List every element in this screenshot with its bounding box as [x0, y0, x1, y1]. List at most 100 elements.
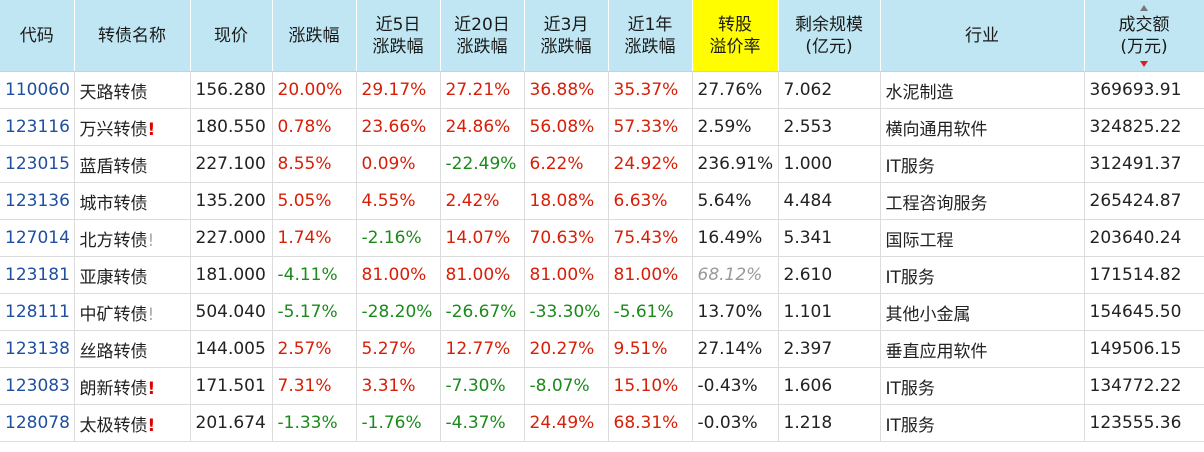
- cell-chg: 1.74%: [272, 219, 357, 257]
- column-header-industry[interactable]: 行业: [880, 0, 1085, 72]
- cell-turnover: 265424.87: [1084, 182, 1204, 220]
- bond-name-cell[interactable]: 朗新转债!: [74, 367, 191, 405]
- cell-chg5: 81.00%: [356, 256, 441, 294]
- cell-premium: 13.70%: [692, 293, 779, 331]
- table-row[interactable]: 123015 蓝盾转债 227.100 8.55% 0.09% -22.49% 6.22% 2…: [0, 145, 1204, 183]
- column-header-chg[interactable]: 涨跌幅: [272, 0, 357, 72]
- cell-premium: -0.03%: [692, 404, 779, 442]
- bond-name[interactable]: 天路转债: [79, 82, 148, 103]
- cell-industry: 其他小金属: [880, 293, 1085, 331]
- cell-industry: IT服务: [880, 256, 1085, 294]
- cell-chg1y: -5.61%: [608, 293, 693, 331]
- bond-name-cell[interactable]: 太极转债!: [74, 404, 191, 442]
- cell-scale: 7.062: [778, 71, 881, 109]
- bond-code-link[interactable]: 123015: [0, 145, 75, 183]
- bond-name-cell[interactable]: 亚康转债: [74, 256, 191, 294]
- bond-code-link[interactable]: 128111: [0, 293, 75, 331]
- column-header-label: 近1年: [627, 14, 673, 35]
- bond-name[interactable]: 中矿转债: [79, 304, 148, 325]
- cell-chg: 0.78%: [272, 108, 357, 146]
- bond-name[interactable]: 太极转债: [79, 415, 148, 436]
- cell-scale: 1.606: [778, 367, 881, 405]
- cell-premium: 27.14%: [692, 330, 779, 368]
- column-header-label: 涨跌幅: [624, 36, 676, 57]
- cell-turnover: 312491.37: [1084, 145, 1204, 183]
- cell-chg5: 4.55%: [356, 182, 441, 220]
- warning-flag-icon: !: [147, 230, 155, 251]
- bond-code-link[interactable]: 123136: [0, 182, 75, 220]
- bond-name[interactable]: 城市转债: [79, 193, 148, 214]
- sort-descending-icon[interactable]: [1140, 61, 1148, 67]
- cell-industry: 垂直应用软件: [880, 330, 1085, 368]
- cell-turnover: 203640.24: [1084, 219, 1204, 257]
- cell-chg5: 5.27%: [356, 330, 441, 368]
- bond-code-link[interactable]: 123138: [0, 330, 75, 368]
- cell-scale: 1.218: [778, 404, 881, 442]
- table-row[interactable]: 123138 丝路转债 144.005 2.57% 5.27% 12.77% 20.27% 9…: [0, 330, 1204, 368]
- cell-price: 504.040: [190, 293, 273, 331]
- table-row[interactable]: 127014 北方转债! 227.000 1.74% -2.16% 14.07% 70.63…: [0, 219, 1204, 257]
- sort-ascending-icon[interactable]: [1140, 5, 1148, 11]
- column-header-scale[interactable]: 剩余规模 (亿元): [778, 0, 881, 72]
- column-header-premium[interactable]: 转股 溢价率: [692, 0, 779, 72]
- bond-code-link[interactable]: 128078: [0, 404, 75, 442]
- bond-name-cell[interactable]: 万兴转债!: [74, 108, 191, 146]
- bond-name[interactable]: 蓝盾转债: [79, 156, 148, 177]
- column-header-label: 成交额: [1118, 14, 1170, 35]
- column-header-label: 溢价率: [709, 36, 761, 57]
- cell-price: 227.100: [190, 145, 273, 183]
- cell-chg1y: 6.63%: [608, 182, 693, 220]
- cell-chg1y: 15.10%: [608, 367, 693, 405]
- bond-name[interactable]: 丝路转债: [79, 341, 148, 362]
- cell-chg20: 27.21%: [440, 71, 525, 109]
- bond-name-cell[interactable]: 天路转债: [74, 71, 191, 109]
- bond-name-cell[interactable]: 北方转债!: [74, 219, 191, 257]
- bond-code-link[interactable]: 123181: [0, 256, 75, 294]
- cell-chg20: 81.00%: [440, 256, 525, 294]
- column-header-turnover[interactable]: 成交额 (万元): [1084, 0, 1204, 72]
- bond-code-link[interactable]: 127014: [0, 219, 75, 257]
- cell-chg1y: 9.51%: [608, 330, 693, 368]
- column-header-label: 涨跌幅: [288, 25, 340, 46]
- bond-name-cell[interactable]: 城市转债: [74, 182, 191, 220]
- cell-chg5: -28.20%: [356, 293, 441, 331]
- column-header-label: 近5日: [375, 14, 421, 35]
- cell-scale: 1.000: [778, 145, 881, 183]
- table-row[interactable]: 110060 天路转债 156.280 20.00% 29.17% 27.21% 36.88…: [0, 71, 1204, 109]
- cell-industry: 水泥制造: [880, 71, 1085, 109]
- cell-chg3m: -33.30%: [524, 293, 609, 331]
- column-header-price[interactable]: 现价: [190, 0, 273, 72]
- table-row[interactable]: 123136 城市转债 135.200 5.05% 4.55% 2.42% 18.08% 6.…: [0, 182, 1204, 220]
- column-header-chg1y[interactable]: 近1年 涨跌幅: [608, 0, 693, 72]
- cell-chg: 20.00%: [272, 71, 357, 109]
- column-header-name[interactable]: 转债名称: [74, 0, 191, 72]
- convertible-bond-table: 代码 转债名称 现价 涨跌幅 近5日 涨跌幅 近20日 涨跌幅 近3月 涨跌幅 近1年 涨跌幅 转股 溢价…: [0, 0, 1204, 442]
- bond-code-link[interactable]: 110060: [0, 71, 75, 109]
- bond-name[interactable]: 北方转债: [79, 230, 148, 251]
- column-header-label: 转股: [718, 14, 752, 35]
- cell-price: 227.000: [190, 219, 273, 257]
- cell-chg5: 0.09%: [356, 145, 441, 183]
- table-row[interactable]: 128078 太极转债! 201.674 -1.33% -1.76% -4.37% 24.4…: [0, 404, 1204, 442]
- table-row[interactable]: 123083 朗新转债! 171.501 7.31% 3.31% -7.30% -8.07%…: [0, 367, 1204, 405]
- column-header-chg20[interactable]: 近20日 涨跌幅: [440, 0, 525, 72]
- column-header-chg3m[interactable]: 近3月 涨跌幅: [524, 0, 609, 72]
- bond-code-link[interactable]: 123116: [0, 108, 75, 146]
- table-row[interactable]: 123116 万兴转债! 180.550 0.78% 23.66% 24.86% 56.08…: [0, 108, 1204, 146]
- cell-chg1y: 35.37%: [608, 71, 693, 109]
- bond-name[interactable]: 朗新转债: [79, 378, 148, 399]
- cell-industry: IT服务: [880, 404, 1085, 442]
- bond-name[interactable]: 亚康转债: [79, 267, 148, 288]
- bond-code-link[interactable]: 123083: [0, 367, 75, 405]
- cell-turnover: 154645.50: [1084, 293, 1204, 331]
- cell-chg: 2.57%: [272, 330, 357, 368]
- column-header-chg5[interactable]: 近5日 涨跌幅: [356, 0, 441, 72]
- cell-chg1y: 68.31%: [608, 404, 693, 442]
- bond-name-cell[interactable]: 中矿转债!: [74, 293, 191, 331]
- bond-name-cell[interactable]: 丝路转债: [74, 330, 191, 368]
- column-header-code[interactable]: 代码: [0, 0, 75, 72]
- table-row[interactable]: 128111 中矿转债! 504.040 -5.17% -28.20% -26.67% -3…: [0, 293, 1204, 331]
- bond-name-cell[interactable]: 蓝盾转债: [74, 145, 191, 183]
- bond-name[interactable]: 万兴转债: [79, 119, 148, 140]
- table-row[interactable]: 123181 亚康转债 181.000 -4.11% 81.00% 81.00% 81.00…: [0, 256, 1204, 294]
